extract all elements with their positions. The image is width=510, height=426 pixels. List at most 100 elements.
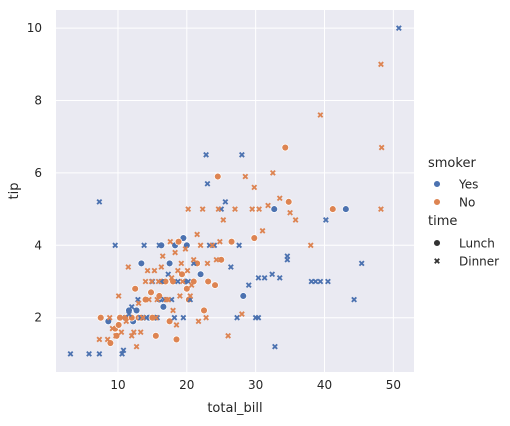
data-point <box>395 25 402 31</box>
data-point <box>211 281 219 289</box>
data-point <box>139 314 146 321</box>
x-tick-label: 50 <box>386 378 401 392</box>
data-point <box>281 143 290 152</box>
data-point <box>325 278 331 285</box>
data-points <box>67 25 402 357</box>
data-point <box>214 172 222 181</box>
data-point <box>115 293 122 299</box>
plot-area <box>56 10 414 372</box>
data-point <box>307 242 314 249</box>
data-point <box>146 296 152 303</box>
data-point <box>144 267 151 274</box>
x-axis-label: total_bill <box>207 401 262 416</box>
data-point <box>209 242 216 249</box>
data-point <box>251 184 258 191</box>
data-point <box>151 267 158 274</box>
data-point <box>322 217 329 223</box>
data-point <box>378 61 384 68</box>
data-point <box>178 260 185 267</box>
data-point <box>287 209 293 216</box>
data-point <box>120 347 127 354</box>
legend-title-smoker: smoker <box>428 156 476 171</box>
legend-marker-dinner <box>434 258 440 264</box>
data-point <box>104 336 111 343</box>
data-point <box>158 264 165 270</box>
data-point <box>378 206 384 212</box>
data-point <box>232 206 238 212</box>
data-point <box>96 313 105 322</box>
data-point <box>250 234 259 242</box>
data-point <box>236 242 243 249</box>
data-point <box>259 227 266 234</box>
data-point <box>199 206 206 212</box>
data-point <box>132 306 141 315</box>
data-point <box>154 314 161 321</box>
data-point <box>276 274 283 281</box>
y-axis-ticks: 2 4 6 8 10 <box>27 21 42 325</box>
data-point <box>190 256 197 263</box>
data-point <box>242 173 249 180</box>
data-point <box>148 278 155 285</box>
data-point <box>220 217 227 223</box>
data-point <box>114 321 123 329</box>
data-point <box>272 343 278 350</box>
data-point <box>342 205 350 213</box>
data-point <box>203 314 209 321</box>
data-point <box>197 242 204 249</box>
data-point <box>255 314 262 321</box>
data-point <box>182 246 189 252</box>
legend-style-items: Lunch Dinner <box>433 237 499 269</box>
data-point <box>238 151 245 158</box>
data-point <box>317 278 324 285</box>
data-point <box>317 112 324 118</box>
data-point <box>86 351 92 357</box>
x-tick-label: 40 <box>317 378 332 392</box>
data-point <box>142 278 149 285</box>
data-point <box>133 343 140 350</box>
data-point <box>165 259 174 268</box>
data-point <box>123 318 130 325</box>
data-point <box>168 274 175 281</box>
data-point <box>119 351 125 357</box>
data-point <box>171 314 178 321</box>
data-point <box>217 256 225 264</box>
data-point <box>155 292 164 300</box>
data-point <box>270 205 278 213</box>
data-point <box>96 336 103 343</box>
data-point <box>135 300 142 307</box>
legend-label-lunch: Lunch <box>459 237 495 251</box>
data-point <box>156 242 163 249</box>
data-point <box>245 282 252 289</box>
data-point <box>172 249 179 256</box>
data-point <box>96 198 103 205</box>
legend-title-time: time <box>428 214 457 229</box>
data-point <box>276 195 283 202</box>
data-point <box>96 351 103 357</box>
legend-marker-lunch <box>433 239 441 247</box>
y-tick-label: 6 <box>34 166 42 180</box>
legend-label-no: No <box>459 196 475 210</box>
data-point <box>351 296 358 303</box>
data-point <box>159 303 168 311</box>
data-point <box>225 332 232 339</box>
data-point <box>204 277 212 286</box>
data-point <box>312 278 319 285</box>
data-point <box>204 180 211 187</box>
data-point <box>284 198 293 206</box>
data-point <box>128 332 135 339</box>
data-point <box>329 205 337 213</box>
legend: smoker Yes No time Lunch Dinner <box>428 156 499 269</box>
data-point <box>174 237 183 246</box>
data-point <box>131 284 139 293</box>
data-point <box>126 311 132 317</box>
y-tick-label: 8 <box>34 94 42 108</box>
data-point <box>188 282 195 289</box>
data-point <box>256 206 262 212</box>
data-point <box>216 238 223 245</box>
x-tick-label: 10 <box>110 378 125 392</box>
data-point <box>155 278 162 285</box>
data-point <box>147 288 155 297</box>
x-tick-label: 30 <box>248 378 263 392</box>
data-point <box>125 264 132 270</box>
